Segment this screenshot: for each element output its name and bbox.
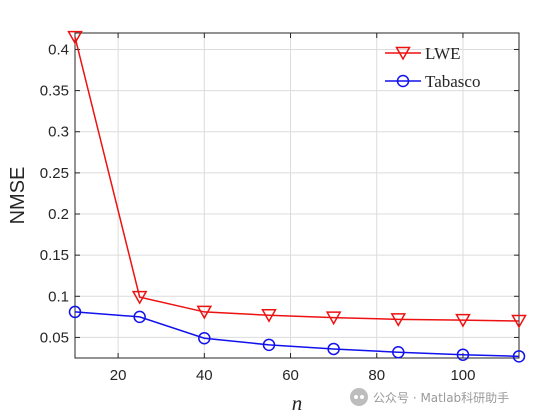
legend-marker [396,74,410,88]
data-point [392,345,405,359]
data-point [67,30,83,45]
legend-label: Tabasco [425,72,480,91]
data-point [512,350,526,363]
x-tick-label: 40 [196,367,213,384]
wechat-icon [350,388,368,406]
y-tick-label: 0.1 [48,288,69,305]
plot-frame [74,32,520,359]
data-point [327,342,340,356]
data-point [455,313,471,328]
data-point [133,310,146,324]
data-point [131,290,148,305]
x-axis-label: n [292,391,303,415]
y-tick-label: 0.15 [40,247,69,264]
x-axis-ticks: 20 40 60 80 100 [110,33,475,384]
legend: LWE Tabasco [385,44,480,91]
data-point [325,311,342,326]
grid [75,33,519,358]
series-tabasco [68,305,526,363]
data-point [198,332,211,345]
series-line [74,36,520,322]
data-point [456,348,470,361]
legend-label: LWE [425,44,461,63]
series [67,30,527,363]
data-point [390,313,407,327]
legend-entry: Tabasco [385,72,480,91]
data-point [262,338,276,352]
series-line [74,311,520,358]
x-tick-label: 20 [110,367,127,384]
y-tick-label: 0.4 [48,41,69,58]
y-axis-label: NMSE [7,167,29,225]
watermark-text: 公众号 · Matlab科研助手 [373,390,510,405]
legend-marker [395,46,411,61]
legend-entry: LWE [385,44,461,63]
y-tick-label: 0.05 [40,329,69,346]
y-axis-ticks: 0.05 0.1 0.15 0.2 0.25 0.3 0.35 0.4 [40,41,519,346]
x-tick-label: 60 [282,367,299,384]
data-point [261,308,277,323]
data-point [68,305,82,319]
data-point [196,305,213,320]
y-tick-label: 0.2 [48,206,69,223]
y-tick-label: 0.35 [40,83,69,100]
x-tick-label: 100 [450,367,475,384]
data-point [511,314,527,329]
x-tick-label: 80 [368,367,385,384]
series-lwe [67,30,527,329]
y-tick-label: 0.3 [48,124,69,141]
y-tick-label: 0.25 [40,165,69,182]
watermark: 公众号 · Matlab科研助手 [350,386,555,408]
